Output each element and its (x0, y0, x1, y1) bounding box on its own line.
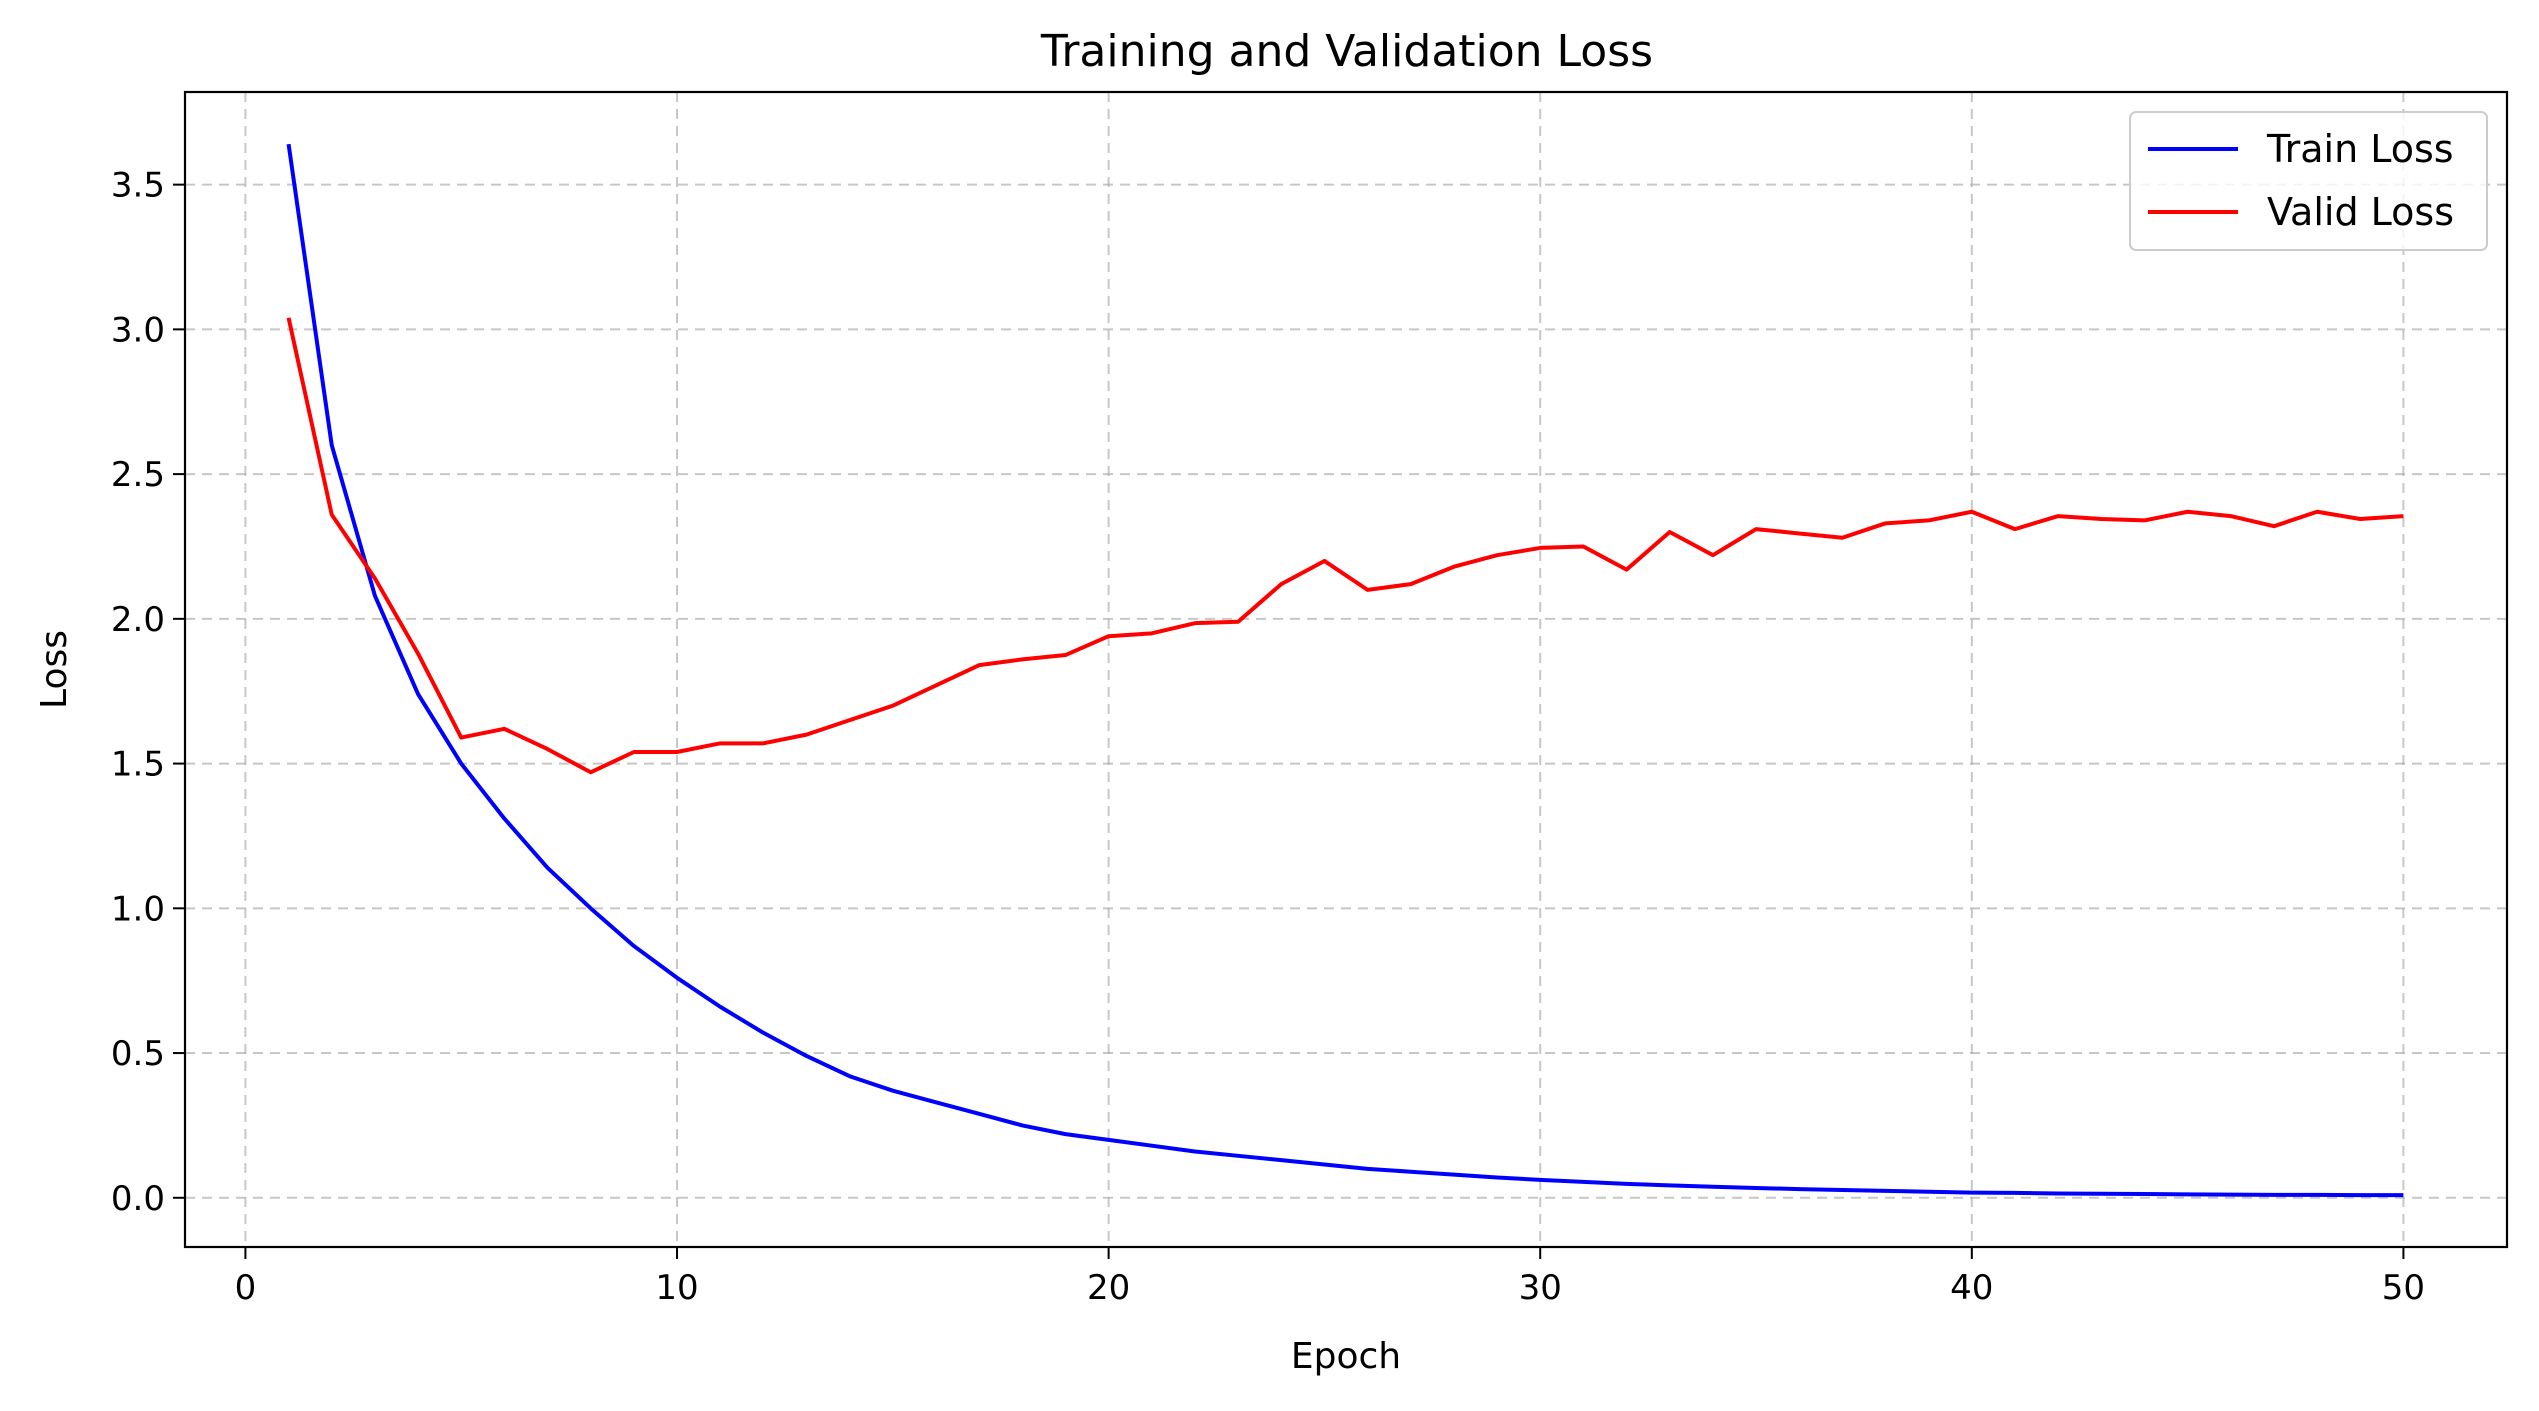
plot-area-frame (183, 90, 2509, 1249)
y-tick-label: 0.5 (111, 1034, 165, 1074)
y-tick-label: 2.5 (111, 455, 165, 495)
legend: Train Loss Valid Loss (2129, 111, 2488, 251)
y-axis-label: Loss (34, 630, 75, 709)
y-tick-label: 3.5 (111, 166, 165, 206)
grid (185, 92, 2507, 1247)
x-tick-label: 20 (1087, 1268, 1130, 1308)
y-tick-label: 1.0 (111, 889, 165, 929)
legend-box (2129, 111, 2488, 251)
x-tick-label: 0 (235, 1268, 257, 1308)
y-tick-label: 2.0 (111, 600, 165, 640)
axis-ticks: 0 10 20 30 40 50 0.0 0.5 1.0 1.5 2.0 2.5 3.0 3.5 (111, 166, 2425, 1308)
series-line-valid-loss (286, 317, 2404, 775)
x-tick-label: 30 (1519, 1268, 1562, 1308)
series-lines (286, 143, 2404, 1198)
y-tick-label: 0.0 (111, 1179, 165, 1219)
x-axis-label: Epoch (1291, 1336, 1401, 1377)
x-tick-label: 50 (2382, 1268, 2425, 1308)
legend-label-valid-loss: Valid Loss (2267, 190, 2454, 234)
y-tick-label: 3.0 (111, 310, 165, 350)
legend-label-train-loss: Train Loss (2266, 127, 2454, 171)
x-tick-label: 10 (655, 1268, 698, 1308)
chart-title: Training and Validation Loss (1040, 26, 1653, 77)
x-tick-label: 40 (1950, 1268, 1993, 1308)
y-tick-label: 1.5 (111, 745, 165, 785)
series-line-train-loss (286, 143, 2404, 1198)
